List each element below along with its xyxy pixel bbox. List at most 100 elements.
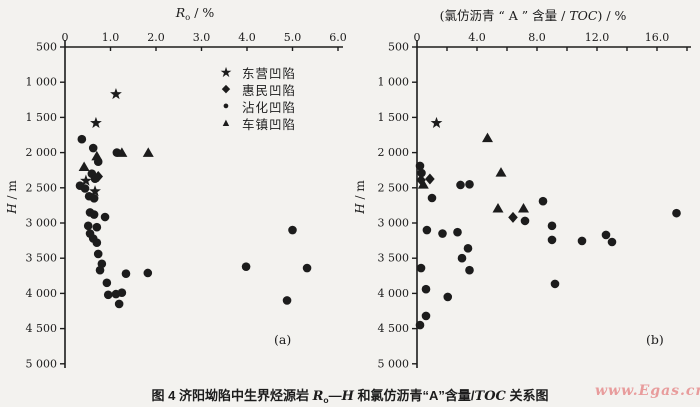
x-tick-label: 0 (414, 31, 421, 44)
y-axis-title-a-unit: / m (5, 180, 19, 204)
data-point-circle (421, 284, 431, 294)
legend-label: 沾化凹陷 (242, 101, 297, 115)
data-point-circle (607, 237, 617, 247)
data-point-circle (601, 230, 611, 240)
data-point-star (89, 185, 101, 197)
data-point-triangle (495, 167, 507, 177)
y-tick-label: 2 500 (378, 181, 410, 194)
legend-a: ★ 东营凹陷 ◆ 惠民凹陷 ● 沾化凹陷 ▲ 车镇凹陷 (216, 64, 296, 132)
data-point-triangle (142, 147, 154, 157)
chart-panel-a: 0 1.0 2.0 3.0 4.0 5.0 6.0 500 1 000 1 500 2 000 2 5… (0, 0, 350, 380)
x-axis-title-a-subscript: o (185, 13, 191, 23)
data-point-star (90, 116, 102, 129)
caption-dash: — (328, 388, 342, 403)
legend-label: 东营凹陷 (242, 67, 297, 81)
legend-label: 惠民凹陷 (242, 84, 297, 98)
data-point-triangle (518, 203, 529, 213)
data-point-star (80, 174, 92, 186)
panel-label-b: (b) (646, 332, 664, 347)
data-point-circle (415, 161, 425, 171)
data-point-circle (422, 225, 432, 235)
caption-h-symbol: H (341, 389, 354, 404)
data-point-circle (547, 221, 557, 231)
data-point-circle (88, 143, 98, 153)
data-point-circle (577, 236, 587, 246)
x-axis-title-a-symbol: R (175, 5, 186, 20)
data-point-circle (100, 212, 110, 222)
data-point-circle (417, 168, 426, 178)
data-point-circle (103, 290, 113, 300)
legend-item-circle: ● 沾化凹陷 (216, 98, 296, 115)
y-tick-label: 500 (388, 41, 409, 54)
x-axis-title-a-unit: / % (190, 5, 215, 20)
data-point-circle (547, 235, 557, 245)
y-tick-label: 4 000 (378, 287, 410, 300)
data-point-circle (288, 225, 297, 235)
y-axis-title-b: H / m (353, 162, 367, 232)
y-tick-label: 3 000 (378, 217, 410, 230)
data-point-circle (520, 216, 530, 226)
x-tick-label: 2.0 (147, 31, 165, 44)
y-tick-label: 3 000 (26, 217, 58, 230)
data-point-triangle (116, 147, 128, 157)
data-point-circle (89, 194, 99, 203)
data-point-circle (438, 229, 447, 238)
legend-item-diamond: ◆ 惠民凹陷 (216, 81, 296, 98)
data-point-triangle (492, 203, 504, 213)
caption-part-end: 关系图 (505, 388, 549, 403)
data-point-circle (456, 180, 465, 190)
data-point-circle (80, 184, 90, 193)
caption-toc-symbol: TOC (474, 389, 506, 404)
data-point-star (430, 116, 443, 129)
diamond-icon: ◆ (221, 83, 231, 95)
data-point-circle (672, 208, 681, 218)
caption-part-mid: 和氯仿沥青“A”含量/ (353, 388, 475, 403)
plot-b-svg: 0 4.0 8.0 12.0 16.0 500 1 000 1 500 2 000 2 500 3 … (378, 31, 691, 370)
x-tick-label: 0 (62, 31, 69, 44)
data-point-circle (95, 265, 105, 275)
data-point-circle (77, 134, 87, 144)
data-point-circle (114, 299, 124, 309)
x-tick-label: 4.0 (468, 31, 486, 44)
y-axis-title-b-unit: / m (353, 180, 367, 204)
y-tick-label: 3 500 (378, 252, 410, 265)
data-point-circle (93, 249, 103, 259)
data-point-circle (416, 263, 426, 273)
x-tick-label: 12.0 (585, 31, 610, 44)
chart-panel-b: 0 4.0 8.0 12.0 16.0 500 1 000 1 500 2 000 2 500 3 … (350, 0, 700, 380)
data-point-circle (453, 227, 462, 237)
data-point-circle (143, 268, 153, 278)
y-tick-label: 1 000 (26, 76, 58, 89)
figure-caption: 图 4 济阳坳陷中生界烃源岩 Ro—H 和氯仿沥青“A”含量/TOC 关系图 (0, 385, 700, 405)
y-tick-label: 4 500 (26, 322, 58, 335)
data-point-circle (102, 278, 112, 288)
circle-icon: ● (222, 100, 230, 112)
x-tick-label: 16.0 (645, 31, 670, 44)
x-axis-title-b-toc: TOC (569, 8, 598, 23)
y-tick-label: 2 000 (378, 146, 410, 159)
x-tick-label: 1.0 (102, 31, 120, 44)
y-tick-label: 2 500 (26, 181, 58, 194)
x-axis-title-b-unit: ) / % (597, 8, 627, 23)
data-point-circle (282, 296, 292, 305)
watermark-egas: www.Egas.cn (595, 383, 700, 399)
data-point-circle (121, 269, 131, 278)
data-point-circle (415, 320, 425, 330)
y-tick-label: 1 500 (378, 111, 410, 124)
y-tick-label: 1 500 (26, 111, 58, 124)
legend-label: 车镇凹陷 (242, 118, 297, 132)
data-point-circle (92, 222, 102, 232)
data-point-circle (89, 210, 99, 219)
caption-part: 图 4 济阳坳陷中生界烃源岩 (151, 388, 313, 403)
caption-ro-symbol: R (312, 389, 324, 404)
y-tick-label: 2 000 (26, 146, 58, 159)
y-tick-label: 5 000 (26, 357, 58, 370)
x-tick-label: 4.0 (238, 31, 256, 44)
y-tick-label: 500 (36, 41, 57, 54)
y-tick-label: 5 000 (378, 357, 410, 370)
y-tick-label: 1 000 (378, 76, 410, 89)
data-point-circle (457, 253, 467, 263)
data-point-circle (90, 174, 100, 183)
data-point-circle (443, 292, 453, 302)
